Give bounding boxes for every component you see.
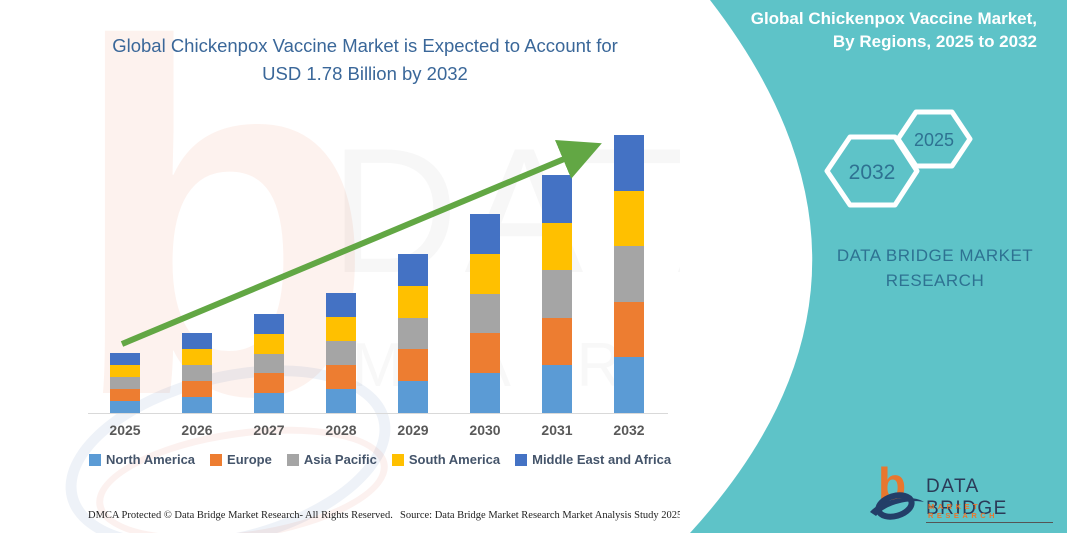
bar-segment-europe: [254, 373, 284, 394]
panel-brand-line2: RESEARCH: [885, 270, 985, 290]
bar-segment-middle-east-and-africa: [398, 253, 428, 286]
year-hexagons: 2032 2025: [824, 109, 973, 208]
bar-segment-south-america: [398, 285, 428, 318]
x-tick-2032: 2032: [613, 422, 645, 438]
bar-segment-south-america: [182, 349, 212, 366]
bar-segment-asia-pacific: [110, 377, 140, 389]
legend-swatch: [515, 453, 528, 466]
dbmr-logo: b DATA BRIDGE MARKET RESEARCH: [868, 458, 1053, 524]
bar-segment-south-america: [254, 333, 284, 354]
legend-label: Middle East and Africa: [532, 452, 672, 467]
bar-segment-middle-east-and-africa: [542, 175, 572, 223]
legend-label: Asia Pacific: [303, 452, 377, 467]
bar-2026: [182, 333, 212, 413]
bar-2030: [470, 214, 500, 413]
bar-segment-asia-pacific: [398, 317, 428, 350]
bar-2027: [254, 314, 284, 413]
bar-segment-europe: [110, 389, 140, 401]
x-tick-2030: 2030: [469, 422, 501, 438]
bar-segment-north-america: [254, 393, 284, 413]
x-tick-2027: 2027: [253, 422, 285, 438]
bar-segment-asia-pacific: [542, 270, 572, 318]
panel-brand-line1: DATA BRIDGE MARKET: [836, 246, 1034, 265]
panel-curve-divider: [680, 0, 813, 533]
panel-title-line2: By Regions, 2025 to 2032: [832, 31, 1037, 51]
x-tick-2026: 2026: [181, 422, 213, 438]
bar-segment-south-america: [470, 253, 500, 294]
x-tick-2028: 2028: [325, 422, 357, 438]
legend-item-middle-east-and-africa: Middle East and Africa: [515, 452, 671, 467]
bar-segment-europe: [542, 317, 572, 366]
legend-item-north-america: North America: [88, 452, 196, 467]
legend-swatch: [210, 453, 223, 466]
bar-segment-north-america: [110, 401, 140, 413]
legend-label: South America: [408, 452, 501, 467]
bar-segment-asia-pacific: [326, 340, 356, 365]
bar-segment-south-america: [542, 222, 572, 271]
bar-segment-north-america: [182, 397, 212, 413]
bar-2029: [398, 253, 428, 413]
hexagon-2032-label: 2032: [849, 161, 896, 184]
bar-segment-north-america: [470, 373, 500, 413]
bar-segment-middle-east-and-africa: [326, 292, 356, 317]
bar-segment-middle-east-and-africa: [254, 314, 284, 334]
bar-2032: [614, 135, 644, 413]
bar-segment-europe: [398, 349, 428, 382]
hexagon-2032: [824, 134, 920, 208]
hexagon-2025-label: 2025: [914, 130, 954, 150]
bar-segment-europe: [470, 333, 500, 374]
panel-brand-text: DATA BRIDGE MARKET RESEARCH: [820, 244, 1050, 293]
bar-segment-asia-pacific: [614, 246, 644, 302]
dbmr-logo-icon: b: [870, 458, 924, 520]
bar-segment-europe: [326, 364, 356, 389]
bar-segment-north-america: [614, 357, 644, 413]
dmca-copyright-text: DMCA Protected © Data Bridge Market Rese…: [88, 510, 393, 521]
x-tick-2029: 2029: [397, 422, 429, 438]
bar-segment-asia-pacific: [470, 293, 500, 334]
panel-title: Global Chickenpox Vaccine Market, By Reg…: [707, 8, 1037, 54]
bar-segment-middle-east-and-africa: [614, 135, 644, 191]
bar-segment-middle-east-and-africa: [182, 333, 212, 350]
chart-title-line1: Global Chickenpox Vaccine Market is Expe…: [112, 35, 618, 56]
bar-segment-middle-east-and-africa: [470, 214, 500, 254]
bar-segment-north-america: [398, 381, 428, 413]
bar-segment-north-america: [326, 388, 356, 413]
chart-title: Global Chickenpox Vaccine Market is Expe…: [95, 32, 635, 88]
bar-segment-europe: [614, 301, 644, 358]
legend-item-europe: Europe: [210, 452, 272, 467]
legend-swatch: [391, 453, 404, 466]
bar-segment-south-america: [326, 316, 356, 341]
bar-segment-asia-pacific: [182, 365, 212, 382]
side-panel: Global Chickenpox Vaccine Market, By Reg…: [680, 0, 1067, 533]
bar-2031: [542, 175, 572, 413]
source-text: Source: Data Bridge Market Research Mark…: [400, 510, 683, 521]
x-tick-2031: 2031: [541, 422, 573, 438]
bar-segment-middle-east-and-africa: [110, 353, 140, 365]
legend-swatch: [286, 453, 299, 466]
chart-legend: North America Europe Asia Pacific South Ame…: [80, 452, 680, 467]
legend-label: North America: [105, 452, 196, 467]
hexagon-2025: [895, 109, 973, 169]
legend-label: Europe: [227, 452, 272, 467]
legend-item-south-america: South America: [391, 452, 501, 467]
logo-sub-text: MARKET RESEARCH: [928, 502, 999, 520]
bar-segment-north-america: [542, 365, 572, 413]
logo-name-text: DATA BRIDGE: [926, 476, 1053, 523]
bar-segment-europe: [182, 381, 212, 398]
chart-title-line2: USD 1.78 Billion by 2032: [262, 62, 468, 84]
bar-segment-asia-pacific: [254, 353, 284, 374]
legend-item-asia-pacific: Asia Pacific: [286, 452, 377, 467]
x-axis-line: [88, 413, 668, 414]
panel-title-line1: Global Chickenpox Vaccine Market,: [750, 9, 1037, 28]
x-tick-2025: 2025: [109, 422, 141, 438]
legend-swatch: [88, 453, 101, 466]
bar-segment-south-america: [110, 365, 140, 377]
bar-2025: [110, 353, 140, 413]
bar-segment-south-america: [614, 190, 644, 247]
bar-2028: [326, 292, 356, 413]
